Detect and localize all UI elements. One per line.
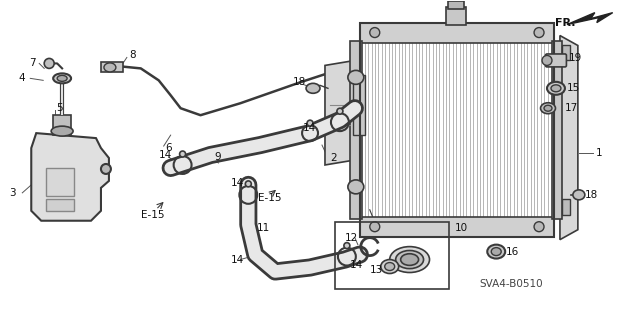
Bar [101,63,123,72]
Text: 19: 19 [569,54,582,63]
Ellipse shape [396,250,424,269]
Text: 9: 9 [214,152,221,162]
Bar [350,41,362,219]
Text: 14: 14 [159,150,172,160]
Ellipse shape [401,254,419,265]
Ellipse shape [306,83,320,93]
Text: 1: 1 [596,148,602,158]
Polygon shape [31,133,109,221]
Polygon shape [560,35,578,240]
Text: 13: 13 [370,264,383,275]
Text: 8: 8 [129,50,136,61]
Circle shape [180,151,186,157]
Text: 14: 14 [350,260,363,270]
Text: 10: 10 [454,223,468,233]
Bar [46,199,74,211]
Ellipse shape [53,73,71,83]
Text: 4: 4 [19,73,25,83]
Bar [360,23,554,237]
Polygon shape [567,13,612,25]
Ellipse shape [544,105,552,111]
Ellipse shape [385,263,395,271]
Text: 14: 14 [303,123,316,133]
Text: 12: 12 [345,233,358,243]
Text: 18: 18 [293,77,307,87]
Bar [53,115,71,135]
Text: 6: 6 [166,143,172,153]
Circle shape [44,58,54,68]
Ellipse shape [51,126,73,136]
Text: E-15: E-15 [141,210,164,220]
Text: 15: 15 [567,83,580,93]
Bar [449,1,465,9]
Text: 3: 3 [10,188,16,198]
Bar [360,23,554,42]
Text: 17: 17 [565,103,578,113]
Text: E-15: E-15 [259,193,282,203]
Text: 11: 11 [257,223,271,233]
Bar [46,168,74,196]
Circle shape [370,222,380,232]
Ellipse shape [492,248,501,256]
Ellipse shape [348,180,364,194]
Bar [562,45,570,60]
Circle shape [534,27,544,38]
Bar [335,222,449,289]
Ellipse shape [573,190,585,200]
Ellipse shape [390,247,429,272]
Circle shape [307,120,313,126]
Ellipse shape [57,75,67,81]
FancyBboxPatch shape [545,54,566,67]
Polygon shape [325,60,355,165]
Ellipse shape [541,103,556,114]
Ellipse shape [547,82,565,95]
Text: 14: 14 [230,255,244,264]
Text: FR.: FR. [555,18,575,28]
Bar [353,75,365,135]
Ellipse shape [348,70,364,84]
Text: 2: 2 [330,153,337,163]
Ellipse shape [381,260,399,273]
Text: 14: 14 [230,178,244,188]
Text: SVA4-B0510: SVA4-B0510 [479,279,543,289]
Bar [360,217,554,237]
Text: 7: 7 [29,58,36,68]
Text: 18: 18 [585,190,598,200]
Bar [447,7,467,25]
Circle shape [344,243,350,249]
Ellipse shape [551,85,561,92]
Circle shape [542,56,552,65]
Circle shape [534,222,544,232]
Circle shape [370,27,380,38]
Circle shape [337,108,343,114]
Circle shape [245,181,252,187]
Ellipse shape [487,245,505,259]
Ellipse shape [104,63,116,72]
Ellipse shape [101,164,111,174]
Text: 16: 16 [506,247,520,256]
Bar [562,199,570,215]
Bar [552,41,562,219]
Text: 5: 5 [56,103,63,113]
